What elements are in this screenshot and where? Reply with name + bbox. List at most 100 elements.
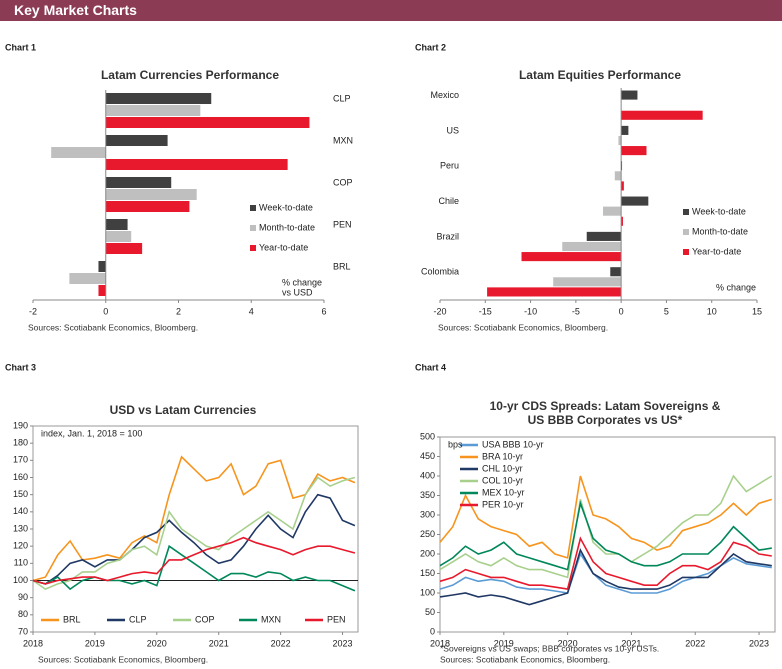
x-tick-label: -15 [479, 306, 492, 316]
x-tick-label: 5 [664, 306, 669, 316]
series-line [32, 536, 356, 585]
bar [621, 146, 647, 156]
bar [610, 267, 622, 277]
category-label: CLP [333, 93, 351, 103]
chart-label: Chart 1 [5, 42, 36, 52]
source: Sources: Scotiabank Economics, Bloomberg… [28, 322, 198, 332]
category-label: COP [333, 177, 353, 187]
header-title: Key Market Charts [0, 0, 782, 21]
legend-label: MEX 10-yr [482, 487, 525, 497]
x-tick-label: -5 [572, 306, 580, 316]
y-tick-label: 50 [425, 607, 435, 617]
bar [621, 90, 638, 100]
series-line [439, 474, 773, 579]
bar [105, 219, 128, 230]
y-tick-label: 350 [420, 490, 435, 500]
bar [618, 135, 622, 146]
x-tick-label: 2023 [333, 638, 353, 648]
legend-swatch [683, 249, 689, 255]
axis-label: % change [282, 277, 322, 287]
legend-label: Week-to-date [692, 206, 746, 216]
y-tick-label: 180 [13, 438, 28, 448]
legend-swatch [683, 209, 689, 215]
x-tick-label: 2020 [558, 638, 578, 648]
legend-label: Month-to-date [692, 226, 748, 236]
x-tick-label: 2023 [749, 638, 769, 648]
legend-swatch [250, 245, 256, 251]
legend-label: PER 10-yr [482, 499, 524, 509]
y-tick-label: 250 [420, 529, 435, 539]
legend-label: Year-to-date [692, 246, 741, 256]
bar [621, 110, 703, 120]
axis-label: vs USD [282, 287, 313, 297]
bar [521, 252, 622, 262]
legend-label: MXN [261, 614, 281, 624]
x-tick-label: 4 [249, 306, 254, 316]
x-tick-label: 2020 [147, 638, 167, 648]
bar [105, 231, 132, 242]
category-label: Peru [440, 161, 459, 171]
category-label: BRL [333, 261, 351, 271]
category-label: Brazil [436, 231, 459, 241]
bar [105, 159, 288, 170]
x-tick-label: 10 [707, 306, 717, 316]
x-tick-label: 0 [619, 306, 624, 316]
y-tick-label: 200 [420, 548, 435, 558]
chart-title: Latam Equities Performance [519, 68, 681, 82]
x-tick-label: 2019 [494, 638, 514, 648]
chart-label: Chart 2 [415, 42, 446, 52]
chart-title: Latam Currencies Performance [101, 68, 279, 82]
chart-label: Chart 4 [415, 362, 446, 372]
legend-swatch [683, 229, 689, 235]
series-line [439, 536, 772, 591]
legend-label: USA BBB 10-yr [482, 439, 544, 449]
legend-swatch [250, 225, 256, 231]
legend-label: COL 10-yr [482, 475, 523, 485]
x-tick-label: -2 [29, 306, 37, 316]
category-label: MXN [333, 135, 353, 145]
bar [621, 125, 629, 135]
bar [51, 147, 106, 158]
source: Sources: Scotiabank Economics, Bloomberg… [440, 654, 610, 664]
legend-label: CLP [129, 614, 147, 624]
legend-label: CHL 10-yr [482, 463, 523, 473]
plot-frame [32, 425, 359, 633]
bar [105, 135, 168, 146]
bar [614, 171, 622, 181]
x-tick-label: 6 [321, 306, 326, 316]
bar [69, 273, 106, 284]
bar [603, 206, 622, 216]
series-line [32, 455, 356, 582]
y-tick-label: 170 [13, 455, 28, 465]
series-line [439, 500, 772, 571]
bar [553, 277, 622, 287]
axis-label: % change [716, 282, 756, 292]
x-tick-label: 2019 [85, 638, 105, 648]
bar [105, 189, 197, 200]
x-tick-label: 2 [176, 306, 181, 316]
series-line [439, 552, 772, 594]
y-tick-label: 150 [420, 568, 435, 578]
legend-label: BRL [63, 614, 81, 624]
bar [586, 231, 622, 241]
bar [621, 196, 649, 206]
category-label: PEN [333, 219, 352, 229]
legend-label: COP [195, 614, 215, 624]
y-tick-label: 150 [13, 489, 28, 499]
x-tick-label: -10 [524, 306, 537, 316]
series-line [32, 493, 356, 585]
bar [105, 177, 172, 188]
bar [562, 241, 622, 252]
x-tick-label: 15 [752, 306, 762, 316]
y-tick-label: 80 [18, 609, 28, 619]
y-tick-label: 130 [13, 523, 28, 533]
x-tick-label: 2018 [430, 638, 450, 648]
category-label: Chile [438, 196, 459, 206]
legend-label: Year-to-date [259, 242, 308, 252]
series-line [32, 476, 356, 591]
bar [105, 201, 190, 212]
x-tick-label: -20 [433, 306, 446, 316]
category-label: Colombia [421, 267, 459, 277]
